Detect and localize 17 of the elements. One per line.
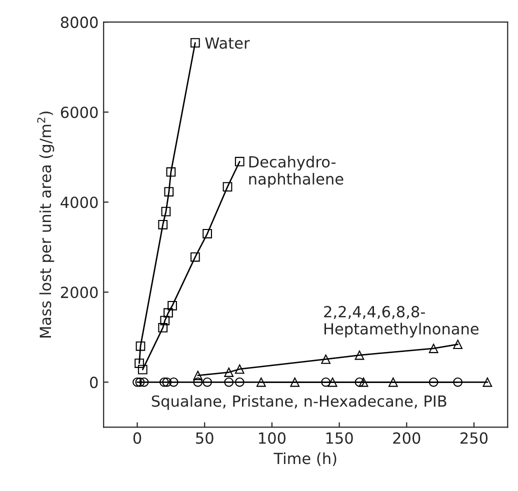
x-tick-label: 0 [133,432,142,444]
annotation: Decahydro- naphthalene [249,156,344,188]
y-axis-title: Mass lost per unit area (g/m$^{2}$) [37,112,54,338]
x-axis-title: Time (h) [274,452,336,466]
annotation: Squalane, Pristane, n-Hexadecane, PIB [152,395,446,410]
y-tick-label: 8000 [60,16,98,28]
x-tick-label: 100 [259,432,286,444]
x-tick-label: 150 [326,432,353,444]
x-tick-label: 50 [196,432,214,444]
x-tick-label: 250 [460,432,488,444]
y-tick-label: 6000 [60,106,98,118]
annotation: 2,2,4,4,6,8,8- Heptamethylnonane [324,306,479,338]
y-tick-label: 2000 [60,286,98,298]
y-tick-label: 0 [90,376,98,388]
x-tick-label: 200 [393,432,420,444]
annotation: Water [205,37,250,49]
y-tick-label: 4000 [60,196,98,208]
